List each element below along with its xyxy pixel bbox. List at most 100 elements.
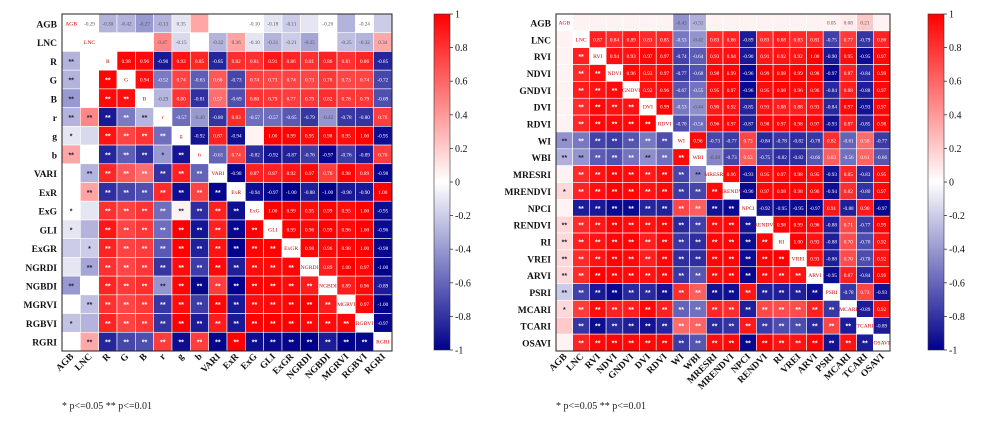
left-cell-LNC-b — [190, 32, 209, 52]
left-cell-G-LNC — [80, 69, 99, 90]
left-row-label-MGRVI: MGRVI — [24, 301, 58, 311]
right-value-PSRI-MCARI: -0.78 — [843, 290, 854, 296]
left-sig-GLI-AGB: * — [70, 227, 73, 234]
right-cell-MRESRI-AGB — [555, 165, 574, 183]
right-value-WI-MCARI: -0.61 — [843, 138, 854, 144]
left-value-G-MGRVI: 0.73 — [342, 78, 351, 84]
left-value-GLI-RGRI: -0.96 — [377, 227, 388, 233]
left-value-B-b: -0.81 — [194, 96, 205, 102]
left-value-MGRVI-RGRI: -1.00 — [377, 302, 388, 308]
left-sig-VARI-LNC: ** — [87, 171, 93, 178]
left-sig-NGRDI-ExGR: ** — [288, 265, 294, 272]
left-value-G-ExG: 0.74 — [250, 78, 259, 84]
left-row-label-AGB: AGB — [36, 20, 57, 30]
right-sig-PSRI-MRENDVI: ** — [729, 290, 735, 297]
right-row-label-TCARI: TCARI — [520, 323, 551, 333]
right-sig-MCARI-MRESRI: ** — [712, 307, 718, 314]
right-sig-VREI-AGB: ** — [562, 256, 568, 263]
right-cell-OSAVI-AGB — [555, 333, 574, 352]
right-sig-RDVI-RVI: ** — [595, 122, 601, 129]
right-sig-OSAVI-RDVI: ** — [662, 341, 668, 348]
left-value-ExGR-NGRDI: 0.98 — [305, 246, 314, 252]
right-value-VREI-OSAVI: 0.92 — [877, 256, 886, 262]
heatmap-left: AGB -0.29 -0.30 -0.42 -0.27 -0.13 0.35 -0.10 -0.… — [24, 13, 393, 383]
right-sig-VREI-RVI: ** — [595, 256, 601, 263]
left-value-ExG-NGRDI: 0.95 — [305, 209, 314, 215]
right-sig-WI-GNDVI: ** — [628, 138, 634, 145]
left-sig-RGRI-ExR: ** — [233, 340, 239, 347]
left-value-GLI-NGRDI: 0.96 — [305, 227, 314, 233]
right-sig-RI-DVI: ** — [645, 239, 651, 246]
left-col-label-B: B — [138, 352, 150, 364]
left-cell-LNC-AGB — [61, 32, 81, 52]
right-value-DVI-PSRI: -0.84 — [826, 105, 837, 111]
left-row-label-NGRDI: NGRDI — [25, 264, 57, 274]
left-value-ExG-RGBVI: 1.00 — [360, 209, 369, 215]
right-value-MRENDVI-ARVI: 0.96 — [810, 189, 819, 195]
left-value-r-VARI: -0.80 — [212, 115, 223, 121]
right-sig-VREI-WBI: ** — [695, 256, 701, 263]
right-sig-MRESRI-RVI: ** — [595, 172, 601, 179]
right-value-RDVI-WBI: -0.56 — [693, 122, 704, 128]
right-sig-VREI-MRESRI: ** — [712, 256, 718, 263]
left-cell-AGB-NGRDI — [300, 13, 319, 34]
right-row-label-DVI: DVI — [534, 104, 552, 114]
left-value-GLI-NGBDI: 0.99 — [323, 227, 332, 233]
right-sig-WBI-DVI: ** — [645, 155, 651, 162]
right-cell-NDVI-AGB — [555, 64, 574, 82]
right-sig-ARVI-MRESRI: ** — [712, 273, 718, 280]
left-colorbar-gradient — [433, 13, 451, 351]
right-sig-MCARI-VREI: ** — [795, 307, 801, 314]
right-diag-label-OSAVI: OSAVI — [873, 341, 890, 347]
left-sig-r-LNC: ** — [87, 115, 93, 122]
left-sig-NGRDI-ExR: ** — [233, 265, 239, 272]
left-value-LNC-VARI: -0.32 — [212, 40, 223, 46]
right-value-PSRI-OSAVI: -0.93 — [876, 290, 887, 296]
right-col-label-LNC: LNC — [565, 352, 586, 373]
left-value-AGB-G: -0.42 — [121, 21, 132, 27]
right-sig-MRENDVI-MRESRI: ** — [712, 189, 718, 196]
right-sig-MCARI-GNDVI: ** — [628, 307, 634, 314]
right-value-RI-OSAVI: 0.92 — [877, 239, 886, 245]
right-value-WI-PSRI: 0.82 — [827, 138, 836, 144]
right-sig-RENDVI-RDVI: ** — [662, 223, 668, 230]
right-cell-RVI-AGB — [555, 47, 574, 65]
left-sig-ExR-G: ** — [123, 190, 129, 197]
left-diag-label-RGBVI: RGBVI — [356, 321, 374, 327]
left-value-R-r: -0.90 — [157, 59, 168, 65]
left-sig-g-AGB: * — [70, 134, 73, 141]
left-value-LNC-r: 0.47 — [158, 40, 167, 46]
right-cell-AGB-RENDVI — [756, 13, 774, 32]
right-row-label-MRESRI: MRESRI — [513, 171, 551, 181]
left-sig-MGRVI-VARI: ** — [215, 302, 221, 309]
left-diag-label-ExR: ExR — [231, 190, 241, 196]
right-value-WBI-RENDVI: -0.75 — [759, 155, 770, 161]
right-sig-TCARI-MCARI: ** — [846, 324, 852, 331]
left-value-VARI-RGBVI: 0.89 — [360, 171, 369, 177]
right-sig-DVI-NDVI: ** — [612, 105, 618, 112]
right-value-RDVI-ARVI: 0.97 — [810, 122, 819, 128]
right-sig-NPCI-MRESRI: ** — [712, 206, 718, 213]
left-value-B-GLI: 0.79 — [268, 96, 277, 102]
right-value-MRESRI-RI: 0.97 — [777, 172, 786, 178]
right-sig-TCARI-RDVI: ** — [662, 324, 668, 331]
left-sig-r-R: ** — [105, 115, 111, 122]
right-value-RDVI-RI: 0.97 — [777, 122, 786, 128]
left-value-ExR-NGRDI: -0.88 — [304, 190, 315, 196]
right-value-LNC-RI: 0.88 — [777, 37, 786, 43]
left-value-G-ExR: -0.73 — [231, 78, 242, 84]
left-diag-label-R: R — [106, 59, 110, 65]
right-row-label-MCARI: MCARI — [518, 306, 552, 316]
right-sig-WI-RVI: ** — [595, 138, 601, 145]
right-sig-GNDVI-RVI: ** — [595, 88, 601, 95]
left-cell-ExGR-AGB — [61, 238, 81, 258]
right-sig-WBI-RDVI: ** — [662, 155, 668, 162]
right-value-LNC-OSAVI: 0.86 — [877, 37, 886, 43]
left-sig-NGBDI-ExG: ** — [252, 283, 258, 290]
right-value-WI-RENDVI: -0.84 — [759, 138, 770, 144]
left-value-LNC-ExG: -0.10 — [249, 40, 260, 46]
left-sig-g-B: ** — [142, 134, 148, 141]
left-sig-r-B: ** — [142, 115, 148, 122]
right-cell-AGB-OSAVI — [872, 13, 891, 32]
